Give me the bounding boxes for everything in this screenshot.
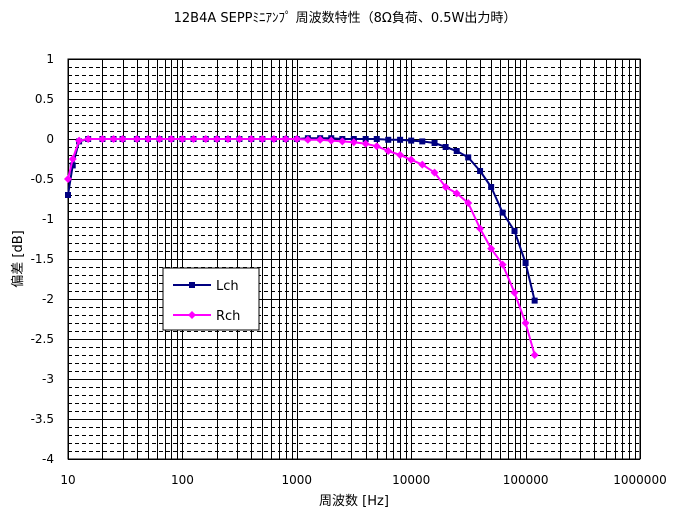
data-point-rch <box>223 135 232 143</box>
chart-title: 12B4A SEPPﾐﾆｱﾝﾌﾟ 周波数特性（8Ω負荷、0.5W出力時） <box>174 11 517 26</box>
y-axis-ticks: 1 0.5 0 -0.5 -1 -1.5 -2 -2.5 -3 -3.5 -4 <box>31 52 54 466</box>
data-point-rch <box>258 135 267 143</box>
data-point-lch <box>511 228 518 234</box>
data-point-lch <box>477 168 484 174</box>
data-point-rch <box>143 135 152 143</box>
y-tick-label: -2.5 <box>31 332 54 346</box>
data-point-rch <box>464 199 473 207</box>
data-point-rch <box>361 139 370 148</box>
data-point-rch <box>155 135 164 143</box>
data-point-lch <box>419 138 426 145</box>
data-point-rch <box>521 319 530 327</box>
data-point-rch <box>316 135 325 144</box>
data-point-rch <box>75 136 84 145</box>
data-point-rch <box>476 224 485 233</box>
series-layer <box>64 135 539 359</box>
data-point-rch <box>247 135 256 143</box>
data-point-rch <box>487 244 496 253</box>
x-tick-label: 1000000 <box>613 473 666 487</box>
y-tick-label: -2 <box>42 292 54 306</box>
data-point-rch <box>418 160 427 169</box>
data-point-rch <box>132 135 141 143</box>
data-point-rch <box>338 137 347 146</box>
x-tick-label: 1000 <box>282 473 313 487</box>
data-point-rch <box>452 189 461 198</box>
x-tick-label: 10 <box>60 473 75 487</box>
legend-box <box>162 267 260 331</box>
data-point-rch <box>303 135 312 144</box>
data-point-rch <box>384 147 393 155</box>
legend-marker-rch <box>188 311 196 319</box>
data-point-rch <box>292 135 301 143</box>
data-point-rch <box>109 135 118 143</box>
x-tick-label: 100000 <box>503 473 549 487</box>
legend: Lch Rch <box>162 267 260 331</box>
y-tick-label: -1.5 <box>31 252 54 266</box>
data-point-lch <box>453 148 460 154</box>
y-tick-label: -0.5 <box>31 172 54 186</box>
data-point-lch <box>431 140 438 146</box>
y-tick-label: -1 <box>42 212 54 226</box>
data-point-lch <box>397 136 404 143</box>
data-point-rch <box>372 142 381 151</box>
data-point-rch <box>407 155 416 164</box>
y-tick-label: 1 <box>46 52 54 66</box>
data-point-rch <box>327 136 336 145</box>
data-point-lch <box>408 137 415 144</box>
data-point-rch <box>235 135 244 143</box>
data-point-rch <box>212 135 221 143</box>
data-point-lch <box>499 209 506 216</box>
x-axis-label: 周波数 [Hz] <box>319 494 389 509</box>
legend-marker-lch <box>189 282 195 288</box>
data-point-lch <box>373 136 380 142</box>
y-tick-label: -4 <box>42 452 54 466</box>
data-point-rch <box>84 135 93 143</box>
x-axis-ticks: 10 100 1000 10000 100000 1000000 <box>60 473 666 487</box>
x-tick-label: 100 <box>171 473 194 487</box>
data-point-lch <box>531 297 538 304</box>
data-point-rch <box>68 155 77 163</box>
data-point-rch <box>441 183 450 191</box>
data-point-rch <box>498 260 507 269</box>
data-point-rch <box>167 135 176 143</box>
y-axis-label: 偏差 [dB] <box>11 230 26 287</box>
legend-label-rch: Rch <box>216 309 240 324</box>
data-point-lch <box>522 260 529 266</box>
data-point-lch <box>65 192 71 198</box>
data-point-lch <box>69 162 76 169</box>
data-point-rch <box>430 168 439 177</box>
data-point-lch <box>442 144 449 150</box>
data-point-lch <box>465 154 472 161</box>
grid-lines <box>68 59 641 460</box>
data-point-rch <box>281 135 290 143</box>
data-point-rch <box>396 151 405 159</box>
data-point-rch <box>178 135 187 143</box>
data-point-rch <box>118 135 127 143</box>
data-point-lch <box>385 136 392 143</box>
data-point-rch <box>98 135 107 143</box>
data-point-rch <box>201 135 210 143</box>
series-rch <box>64 135 539 359</box>
legend-label-lch: Lch <box>216 279 239 294</box>
data-point-lch <box>362 136 369 142</box>
y-tick-label: -3 <box>42 372 54 386</box>
data-point-rch <box>530 351 539 359</box>
data-point-rch <box>349 138 358 147</box>
y-tick-label: -3.5 <box>31 412 54 426</box>
y-tick-label: 0 <box>46 132 54 146</box>
data-point-rch <box>64 175 72 183</box>
data-point-lch <box>488 184 495 190</box>
data-point-rch <box>510 288 519 297</box>
data-point-rch <box>269 135 278 143</box>
x-tick-label: 10000 <box>392 473 430 487</box>
y-tick-label: 0.5 <box>35 92 54 106</box>
data-point-rch <box>189 135 198 143</box>
